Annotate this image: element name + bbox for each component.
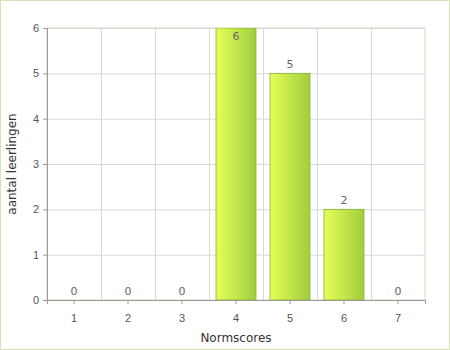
tick-mark bbox=[43, 164, 47, 165]
tick-mark bbox=[290, 300, 291, 304]
tick-label: 7 bbox=[395, 312, 401, 324]
plot: 0 1 2 3 4 5 6 1 2 3 4 5 6 7 0 0 0 6 5 2 0 bbox=[33, 22, 426, 324]
tick-label: 2 bbox=[33, 203, 39, 215]
data-label: 2 bbox=[341, 194, 348, 207]
bar bbox=[54, 300, 94, 301]
tick-label: 1 bbox=[33, 249, 39, 261]
tick-label: 2 bbox=[125, 312, 131, 324]
plot-frame bbox=[47, 28, 425, 300]
tick-mark bbox=[344, 300, 345, 304]
tick-label: 1 bbox=[71, 312, 77, 324]
x-tick: 7 bbox=[395, 300, 401, 324]
bars bbox=[216, 28, 364, 300]
category-divider bbox=[371, 28, 372, 300]
data-label: 6 bbox=[233, 30, 240, 43]
data-label: 5 bbox=[287, 58, 294, 71]
y-tick: 0 bbox=[33, 294, 47, 306]
tick-mark bbox=[43, 300, 47, 301]
x-dividers bbox=[102, 28, 372, 300]
bar bbox=[108, 300, 148, 301]
y-grid bbox=[47, 29, 425, 301]
tick-mark bbox=[43, 28, 47, 29]
tick-mark bbox=[236, 300, 237, 304]
tick-mark bbox=[398, 300, 399, 304]
x-tick: 1 bbox=[71, 300, 77, 324]
bar bbox=[378, 300, 418, 301]
axis-line bbox=[48, 301, 426, 305]
tick-mark bbox=[182, 300, 183, 304]
tick-mark bbox=[74, 300, 75, 304]
tick-mark bbox=[43, 119, 47, 120]
axis-line bbox=[43, 29, 48, 301]
data-labels: 0 0 0 6 5 2 0 bbox=[71, 30, 402, 298]
tick-label: 4 bbox=[33, 113, 39, 125]
category-divider bbox=[317, 28, 318, 300]
x-tick: 4 bbox=[233, 300, 239, 324]
tick-mark bbox=[128, 300, 129, 304]
category-divider bbox=[155, 28, 156, 300]
tick-label: 6 bbox=[33, 22, 39, 34]
data-label: 0 bbox=[125, 285, 132, 298]
tick-label: 5 bbox=[33, 67, 39, 79]
y-tick: 1 bbox=[33, 249, 47, 261]
tick-mark bbox=[43, 209, 47, 210]
category-divider bbox=[263, 28, 264, 300]
data-label: 0 bbox=[395, 285, 402, 298]
tick-mark bbox=[43, 255, 47, 256]
bar bbox=[216, 28, 256, 300]
data-label: 0 bbox=[71, 285, 78, 298]
tick-label: 6 bbox=[341, 312, 347, 324]
bar bbox=[324, 209, 364, 300]
y-tick: 2 bbox=[33, 203, 47, 215]
category-divider bbox=[101, 28, 102, 300]
y-tick: 3 bbox=[33, 158, 47, 170]
data-label: 0 bbox=[179, 285, 186, 298]
bar bbox=[162, 300, 202, 301]
bar bbox=[270, 73, 310, 300]
chart: 0 1 2 3 4 5 6 1 2 3 4 5 6 7 0 0 0 6 5 2 0 Normscores aantal le… bbox=[0, 0, 450, 350]
x-tick: 2 bbox=[125, 300, 131, 324]
tick-label: 5 bbox=[287, 312, 293, 324]
y-axis-title: aantal leerlingen bbox=[5, 113, 19, 214]
tick-label: 0 bbox=[33, 294, 39, 306]
tick-label: 3 bbox=[179, 312, 185, 324]
tick-label: 4 bbox=[233, 312, 239, 324]
tick-label: 3 bbox=[33, 158, 39, 170]
x-axis-title: Normscores bbox=[200, 331, 271, 345]
y-tick: 5 bbox=[33, 67, 47, 79]
y-axis: 0 1 2 3 4 5 6 bbox=[33, 22, 48, 306]
x-axis: 1 2 3 4 5 6 7 bbox=[48, 300, 426, 324]
tick-mark bbox=[43, 73, 47, 74]
y-tick: 6 bbox=[33, 22, 47, 34]
background bbox=[1, 1, 450, 350]
y-tick: 4 bbox=[33, 113, 47, 125]
category-divider bbox=[209, 28, 210, 300]
x-tick: 6 bbox=[341, 300, 347, 324]
x-tick: 5 bbox=[287, 300, 293, 324]
x-tick: 3 bbox=[179, 300, 185, 324]
